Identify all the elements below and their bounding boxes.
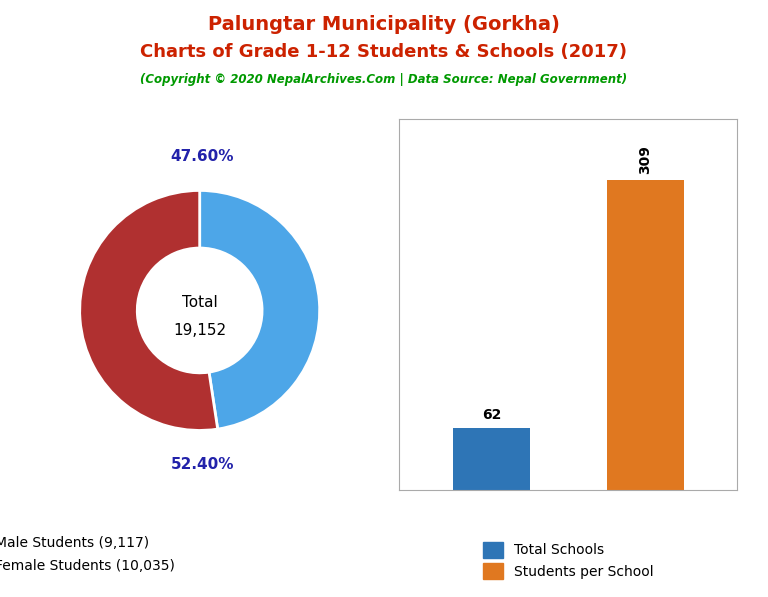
Bar <box>453 427 530 490</box>
Text: 52.40%: 52.40% <box>170 457 233 472</box>
Wedge shape <box>200 190 319 429</box>
Text: 309: 309 <box>638 146 652 174</box>
Text: 47.60%: 47.60% <box>170 149 233 164</box>
Text: 62: 62 <box>482 408 502 421</box>
Text: 19,152: 19,152 <box>173 324 227 338</box>
Text: Charts of Grade 1-12 Students & Schools (2017): Charts of Grade 1-12 Students & Schools … <box>141 43 627 61</box>
Text: Total: Total <box>182 294 217 309</box>
Legend: Total Schools, Students per School: Total Schools, Students per School <box>476 535 660 586</box>
Text: (Copyright © 2020 NepalArchives.Com | Data Source: Nepal Government): (Copyright © 2020 NepalArchives.Com | Da… <box>141 73 627 86</box>
Text: Palungtar Municipality (Gorkha): Palungtar Municipality (Gorkha) <box>208 15 560 34</box>
Bar <box>607 180 684 490</box>
Wedge shape <box>80 190 217 430</box>
Legend: Male Students (9,117), Female Students (10,035): Male Students (9,117), Female Students (… <box>0 527 181 580</box>
